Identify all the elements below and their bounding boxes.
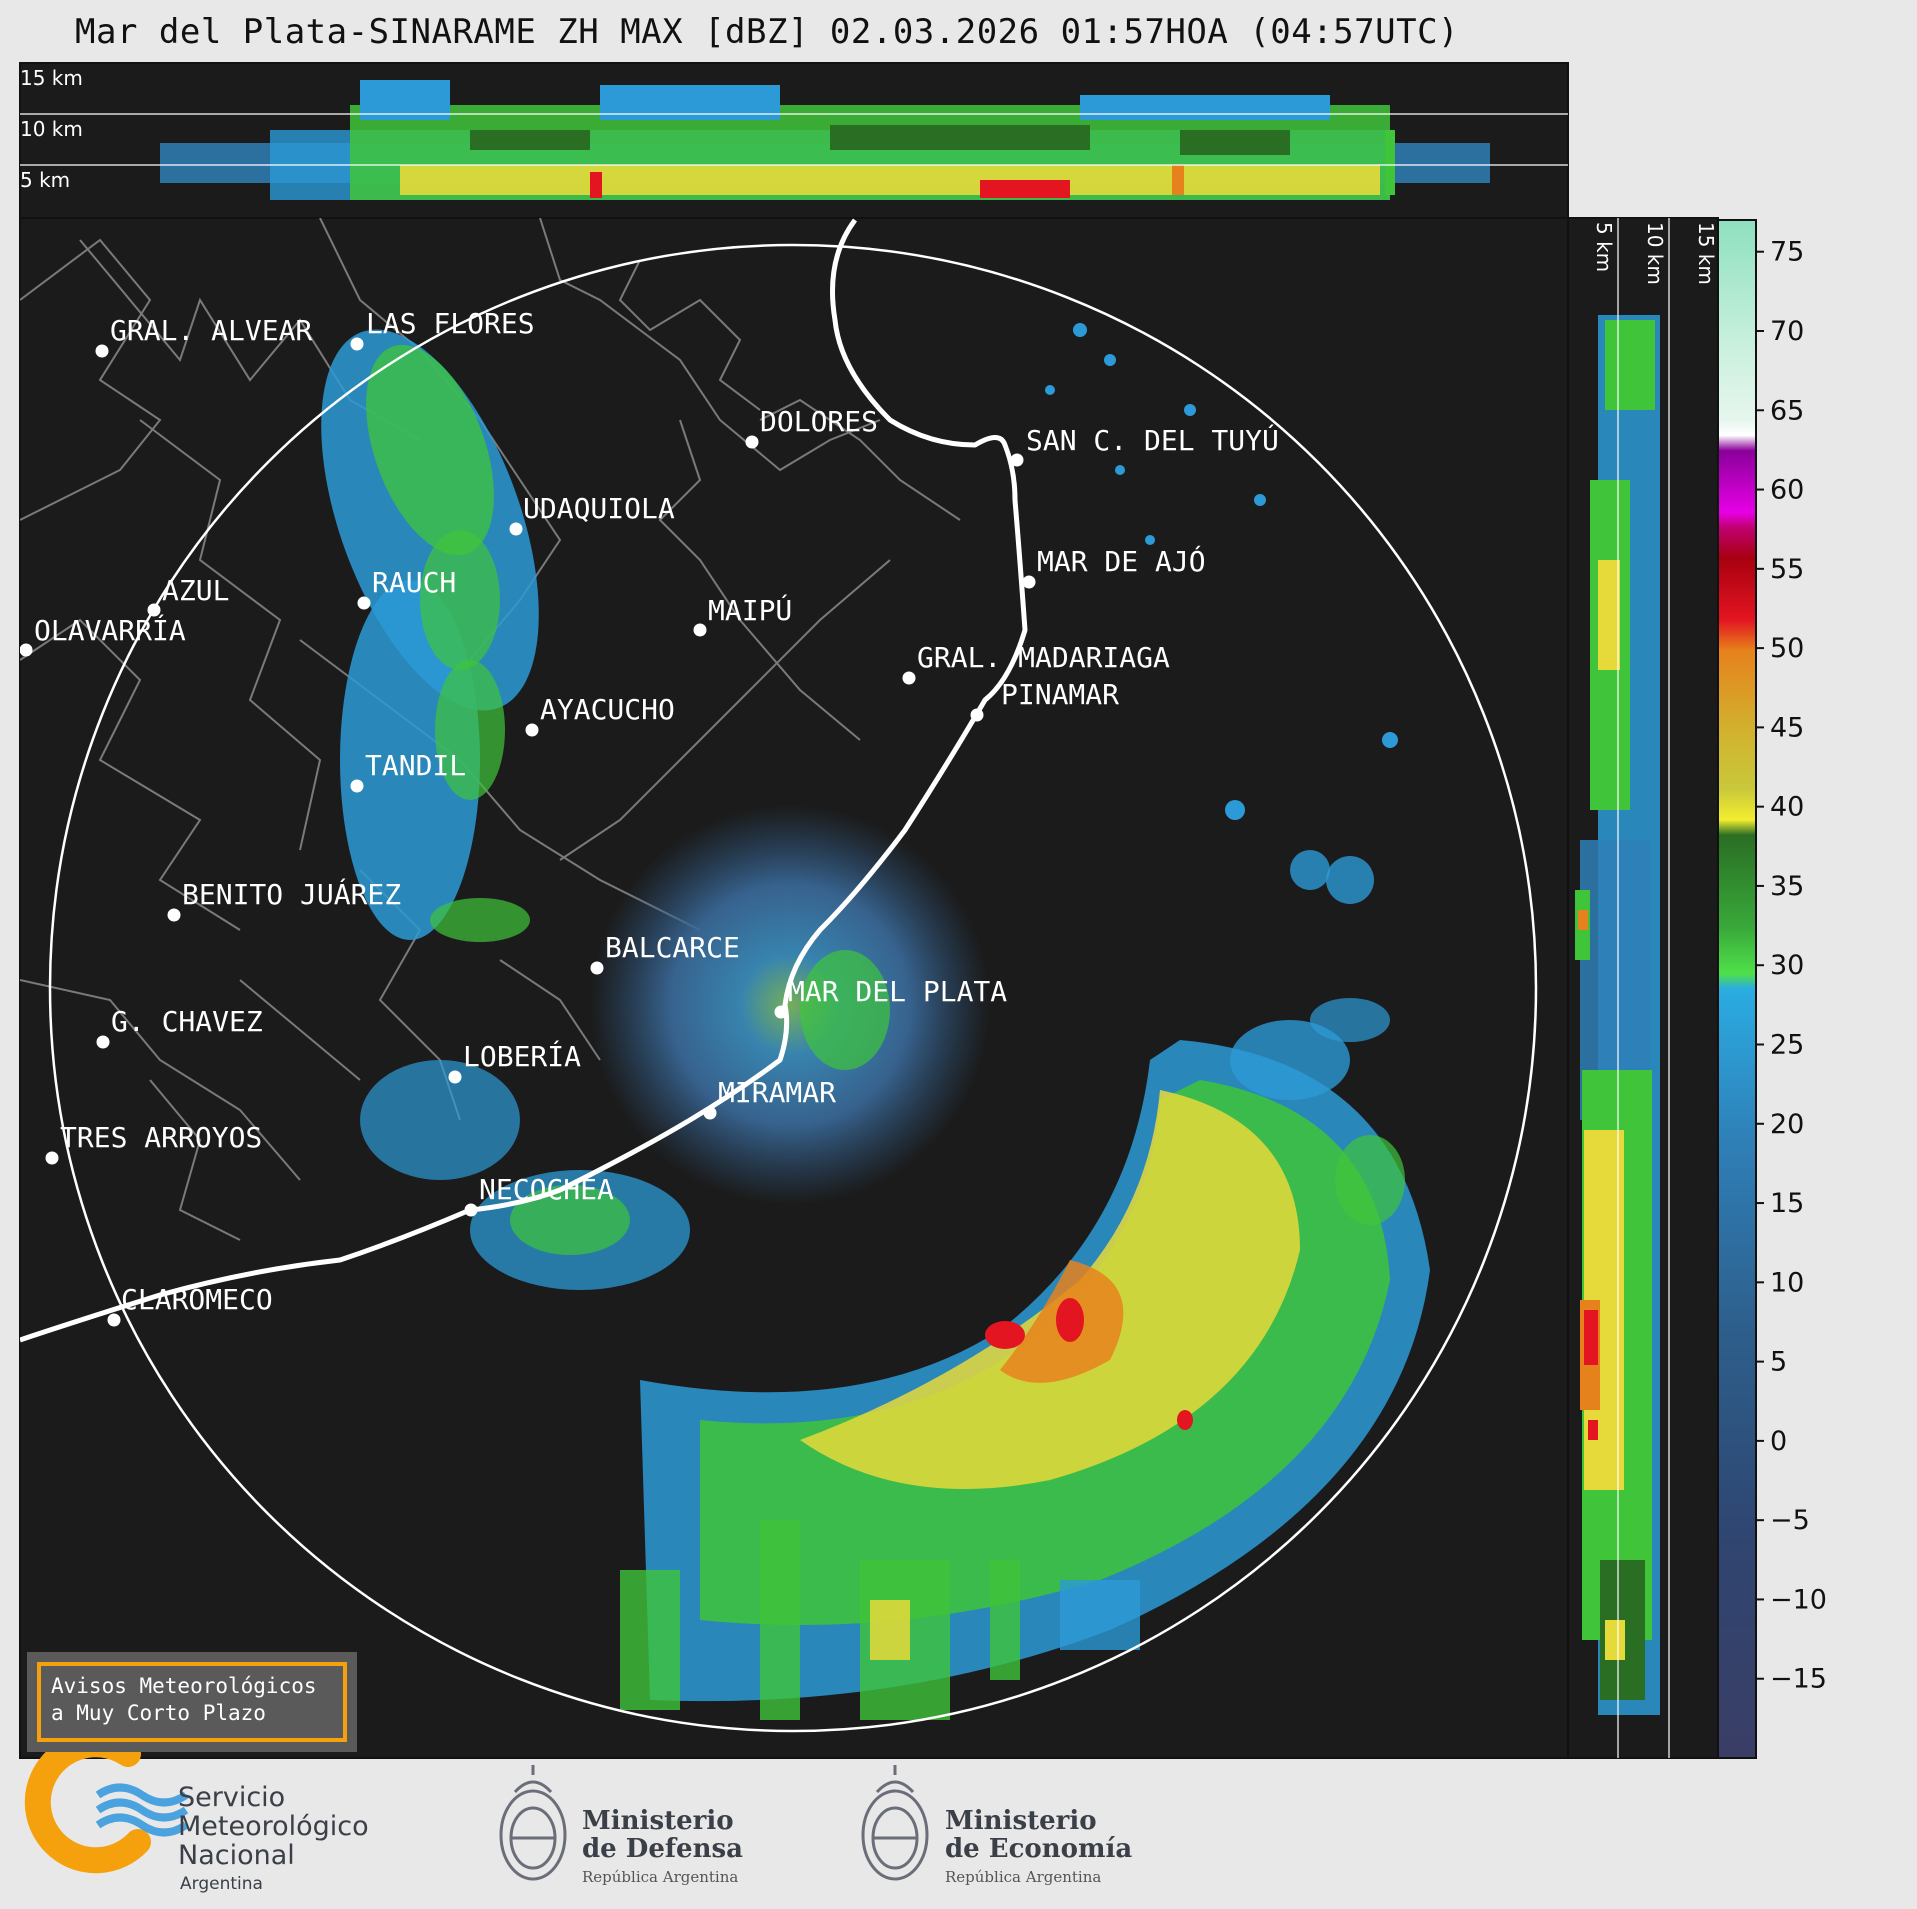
colorbar-tick-label: 25: [1770, 1029, 1804, 1060]
radar-echoes: [321, 323, 1430, 1720]
colorbar-tick-label: 60: [1770, 475, 1804, 506]
city-label-ayacucho: AYACUCHO: [540, 693, 675, 726]
colorbar-tick-label: 45: [1770, 712, 1804, 743]
colorbar-tick-label: 75: [1770, 237, 1804, 268]
range-ring: [48, 243, 1538, 1733]
city-label-dolores: DOLORES: [760, 405, 878, 438]
colorbar-tick-label: 30: [1770, 950, 1804, 981]
colorbar-tick-label: 35: [1770, 871, 1804, 902]
colorbar-tick-label: 50: [1770, 633, 1804, 664]
mindef-logo-text: Ministerio de Defensa República Argentin…: [582, 1807, 743, 1891]
colorbar-tick-label: 0: [1770, 1426, 1787, 1457]
colorbar-tick-label: 55: [1770, 554, 1804, 585]
mindef-seal-icon: [499, 1765, 567, 1881]
city-label-udaquiola: UDAQUIOLA: [523, 492, 675, 525]
city-label-azul: AZUL: [162, 574, 229, 607]
colorbar-tick-label: 70: [1770, 316, 1804, 347]
colorbar-tick-label: 40: [1770, 792, 1804, 823]
colorbar-tick-label: 65: [1770, 395, 1804, 426]
city-label-gral-madariaga: GRAL. MADARIAGA: [917, 641, 1170, 674]
city-label-rauch: RAUCH: [372, 566, 456, 599]
city-label-san-c-del-tuyu: SAN C. DEL TUYÚ: [1026, 423, 1279, 457]
minecon-line1: Ministerio: [945, 1806, 1097, 1836]
city-label-g-chavez: G. CHAVEZ: [111, 1005, 263, 1038]
minecon-seal-icon: [861, 1765, 929, 1881]
colorbar-tick-label: 20: [1770, 1109, 1804, 1140]
mindef-line1: Ministerio: [582, 1806, 734, 1836]
top-height-label-5: 5 km: [20, 168, 70, 192]
smn-line3: Nacional: [178, 1840, 295, 1871]
colorbar-tick-label: 10: [1770, 1267, 1804, 1298]
smn-country: Argentina: [180, 1874, 263, 1894]
colorbar-tick-label: −15: [1770, 1664, 1827, 1695]
city-label-tres-arroyos: TRES ARROYOS: [60, 1121, 262, 1154]
city-label-pinamar: PINAMAR: [1001, 678, 1119, 711]
city-label-olavarria: OLAVARRÍA: [34, 613, 186, 647]
top-height-label-15: 15 km: [20, 66, 83, 90]
top-height-label-10: 10 km: [20, 117, 83, 141]
avisos-line1: Avisos Meteorológicos: [51, 1674, 317, 1698]
district-borders: [20, 218, 961, 1241]
city-label-benito-juarez: BENITO JUÁREZ: [182, 877, 401, 911]
smn-logo-text: Servicio Meteorológico Nacional Argentin…: [178, 1783, 369, 1899]
smn-logo-icon: [24, 1731, 189, 1874]
map-title: Mar del Plata-SINARAME ZH MAX [dBZ] 02.0…: [75, 12, 1460, 52]
city-label-claromeco: CLAROMECO: [121, 1283, 273, 1316]
city-label-mar-del-plata: MAR DEL PLATA: [788, 975, 1007, 1008]
city-label-necochea: NECOCHEA: [479, 1173, 614, 1206]
city-label-loberia: LOBERÍA: [463, 1039, 581, 1073]
city-label-gral-alvear: GRAL. ALVEAR: [110, 314, 312, 347]
mindef-sub: República Argentina: [582, 1868, 739, 1886]
city-label-mar-de-ajo: MAR DE AJÓ: [1037, 544, 1206, 578]
side-height-label-10: 10 km: [1643, 222, 1667, 285]
city-label-maipu: MAIPÚ: [708, 593, 792, 627]
minecon-sub: República Argentina: [945, 1868, 1102, 1886]
city-label-las-flores: LAS FLORES: [366, 307, 535, 340]
side-height-label-5: 5 km: [1592, 222, 1616, 272]
smn-line1: Servicio: [178, 1782, 286, 1813]
city-markers: [20, 337, 1036, 1327]
radar-map: GRAL. ALVEAR LAS FLORES DOLORES SAN C. D…: [19, 217, 1569, 1759]
city-labels: GRAL. ALVEAR LAS FLORES DOLORES SAN C. D…: [34, 307, 1279, 1316]
colorbar-tick-label: 5: [1770, 1347, 1787, 1378]
smn-line2: Meteorológico: [178, 1811, 369, 1842]
side-height-label-15: 15 km: [1694, 222, 1718, 285]
mindef-line2: de Defensa: [582, 1834, 743, 1864]
minecon-line2: de Economía: [945, 1834, 1133, 1864]
side-cross-section: 5 km 10 km 15 km: [1567, 217, 1719, 1759]
coastline: [20, 218, 1028, 1343]
city-label-balcarce: BALCARCE: [605, 931, 740, 964]
city-label-tandil: TANDIL: [365, 749, 466, 782]
top-cross-section: 15 km 10 km 5 km: [19, 62, 1569, 219]
colorbar-tick-label: −10: [1770, 1584, 1827, 1615]
minecon-logo-text: Ministerio de Economía República Argenti…: [945, 1807, 1132, 1891]
avisos-frame: Avisos Meteorológicos a Muy Corto Plazo: [37, 1662, 347, 1742]
avisos-badge: Avisos Meteorológicos a Muy Corto Plazo: [27, 1652, 357, 1752]
colorbar-tick-label: 15: [1770, 1188, 1804, 1219]
avisos-line2: a Muy Corto Plazo: [51, 1701, 266, 1725]
city-label-miramar: MIRAMAR: [718, 1076, 836, 1109]
colorbar-tick-label: −5: [1770, 1505, 1810, 1536]
